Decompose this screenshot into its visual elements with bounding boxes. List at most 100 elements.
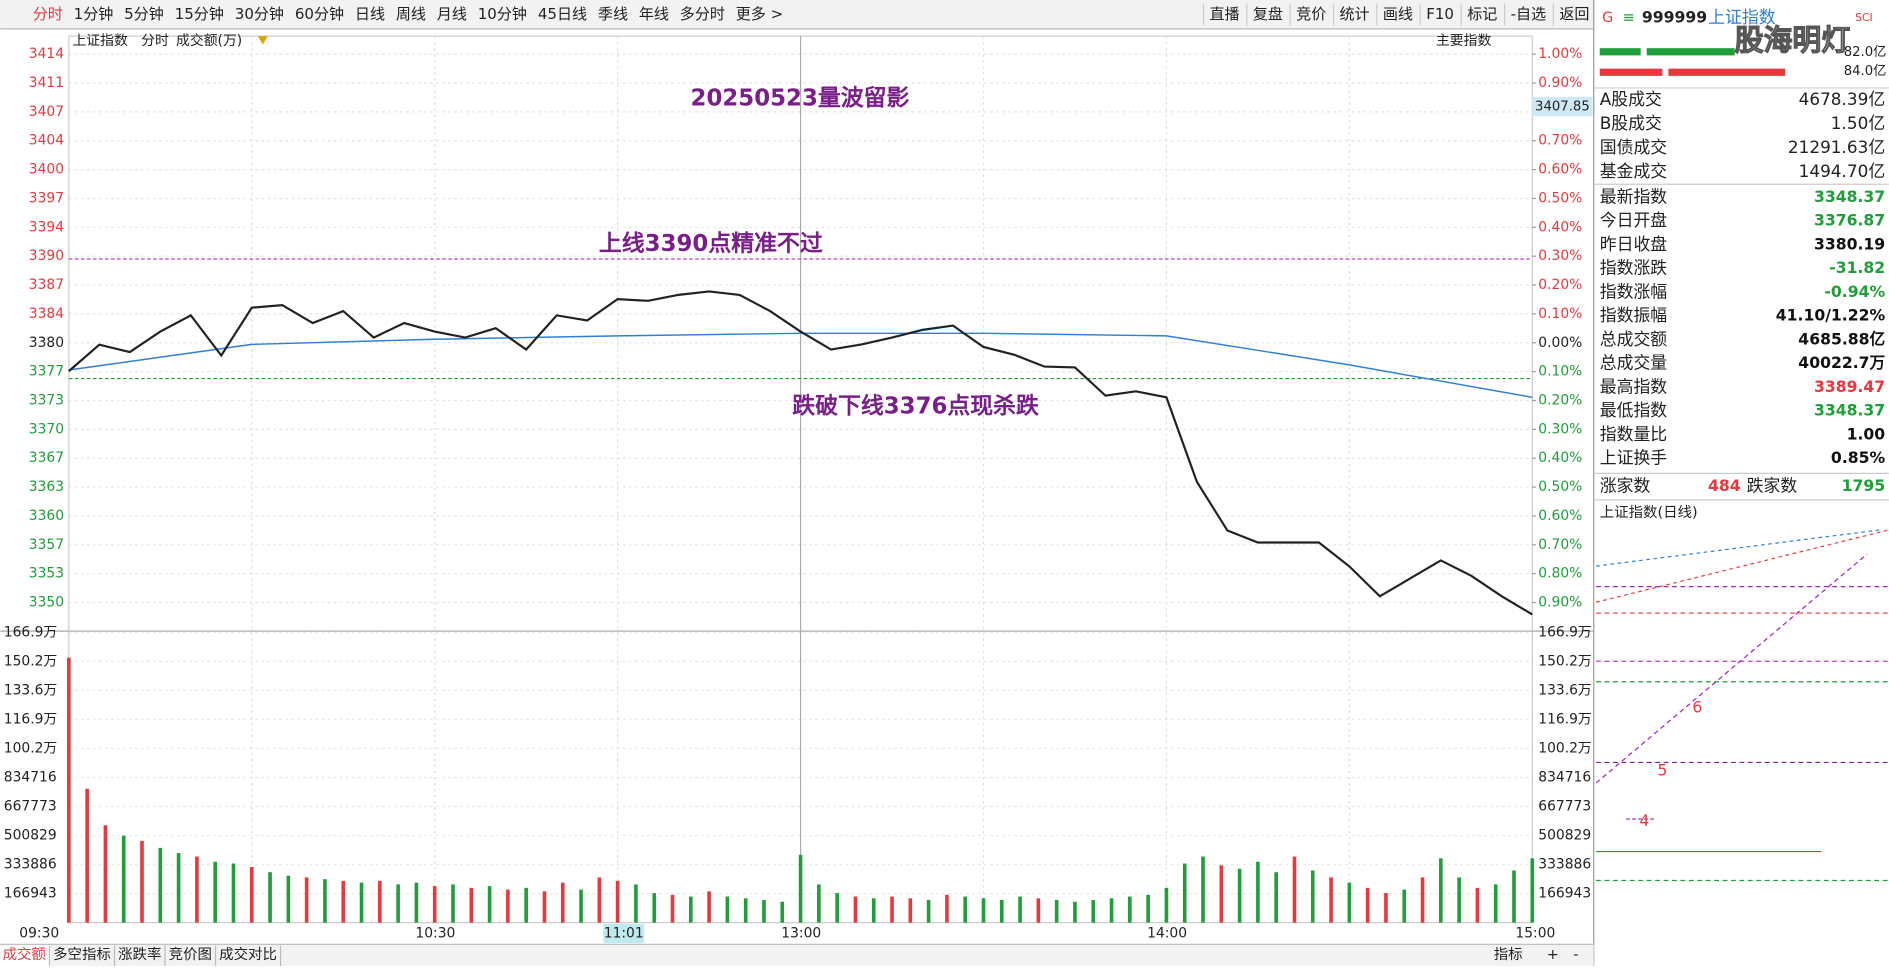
flow-value: 82.0亿: [1844, 44, 1887, 60]
volume-bar: [670, 894, 675, 923]
period-tab[interactable]: 15分钟: [175, 5, 224, 23]
bottom-tab[interactable]: 涨跌率: [118, 946, 161, 963]
daily-lines: [1595, 529, 1889, 882]
y2-tick-label: 0.60%: [1538, 508, 1582, 524]
y2-tick-label: 0.20%: [1538, 277, 1582, 293]
period-tab[interactable]: 多分时: [680, 5, 725, 23]
volume-bar: [524, 887, 528, 923]
volume-bar: [1329, 877, 1333, 923]
bottom-tab[interactable]: 竞价图: [169, 945, 212, 963]
stat-value: 21291.63亿: [1788, 137, 1885, 157]
tool-button[interactable]: -自选: [1511, 5, 1547, 23]
y-tick-label: 3394: [29, 219, 64, 235]
volume-bar: [121, 835, 126, 923]
cursor-time: 11:01: [604, 925, 644, 941]
y2-tick-label: 0.30%: [1538, 248, 1582, 264]
y-tick-label: 3397: [29, 190, 64, 206]
tab-active: [0, 945, 51, 966]
volume-bar: [158, 847, 163, 923]
period-tab[interactable]: 周线: [396, 5, 426, 23]
period-tab[interactable]: 30分钟: [235, 5, 284, 23]
period-tab[interactable]: 分时: [33, 5, 63, 23]
volume-bar: [1475, 887, 1480, 923]
x-tick-label: 10:30: [415, 925, 455, 941]
stat-value: 3389.47: [1814, 377, 1885, 396]
y2-tick-label: 0.00%: [1538, 335, 1582, 351]
y2-tick-label: 0.40%: [1538, 219, 1582, 235]
volume-bar: [707, 891, 711, 923]
bottom-tab[interactable]: 多空指标: [53, 946, 111, 963]
volume-bar: [560, 882, 565, 923]
period-tab[interactable]: 年线: [639, 5, 669, 23]
volume-tick-label: 166.9万: [1538, 624, 1591, 640]
volume-bar: [1274, 872, 1278, 923]
volume-bar: [396, 884, 400, 923]
volume-bar: [542, 891, 547, 923]
tool-button[interactable]: F10: [1426, 5, 1454, 23]
y-tick-label: 3414: [29, 46, 64, 62]
bottom-bar-bg: [0, 944, 1594, 966]
volume-bar: [1402, 889, 1407, 923]
volume-tick-label: 667773: [4, 799, 57, 815]
y-tick-label: 3404: [29, 133, 64, 149]
tool-button[interactable]: 统计: [1340, 5, 1370, 23]
stat-label: 指数振幅: [1600, 305, 1668, 325]
volume-tick-label: 166943: [1538, 886, 1591, 902]
volume-bar: [359, 882, 364, 923]
volume-tick-label: 834716: [1538, 769, 1591, 785]
period-tab[interactable]: 10分钟: [478, 5, 527, 23]
volume-tick-label: 100.2万: [1538, 740, 1591, 756]
period-tab[interactable]: 月线: [437, 5, 467, 23]
tool-button[interactable]: 画线: [1383, 5, 1413, 23]
volume-bar: [231, 863, 236, 923]
y-tick-label: 3377: [29, 364, 64, 380]
bottom-tab[interactable]: 成交对比: [219, 945, 277, 963]
index-name: 上证指数: [1708, 7, 1776, 27]
period-tab[interactable]: 5分钟: [124, 5, 164, 23]
bottom-tab[interactable]: 成交额: [3, 945, 47, 963]
bottom-tool[interactable]: 指标: [1494, 946, 1523, 963]
toolbar-bg: [0, 0, 1594, 29]
period-tab[interactable]: 更多 >: [736, 5, 783, 23]
y2-tick-label: 0.70%: [1538, 537, 1582, 553]
stat-value: 3376.87: [1814, 211, 1885, 230]
period-tab[interactable]: 1分钟: [74, 5, 114, 23]
stat-label: A股成交: [1600, 89, 1662, 109]
volume-tick-label: 166.9万: [4, 624, 57, 640]
y2-tick-label: 0.50%: [1538, 479, 1582, 495]
y2-tick-label: 0.60%: [1538, 162, 1582, 178]
stat-value: 1.50亿: [1831, 113, 1885, 133]
bottom-tool[interactable]: +: [1547, 947, 1559, 963]
tool-button[interactable]: 直播: [1209, 5, 1239, 23]
flow-bar: [1668, 68, 1786, 76]
stat-label: 最低指数: [1600, 400, 1668, 420]
volume-bar: [780, 901, 785, 923]
y-tick-label: 3353: [29, 566, 64, 582]
stat-label: 指数涨幅: [1600, 281, 1668, 301]
y2-tick-label: 0.90%: [1538, 595, 1582, 611]
tool-button[interactable]: 返回: [1559, 5, 1589, 23]
stat-value: -0.94%: [1824, 282, 1885, 301]
daily-title: 上证指数(日线): [1600, 504, 1698, 521]
volume-bar: [103, 825, 108, 923]
volume-bar: [487, 886, 492, 923]
volume-bar: [817, 884, 821, 923]
volume-bar: [1164, 887, 1169, 923]
period-tab[interactable]: 日线: [355, 5, 385, 23]
flag: G: [1602, 10, 1613, 26]
period-tab[interactable]: 季线: [598, 5, 628, 23]
volume-tick-label: 166943: [4, 886, 57, 902]
period-tab[interactable]: 45日线: [538, 5, 587, 23]
volume-tick-label: 333886: [1538, 857, 1591, 873]
tool-button[interactable]: 标记: [1467, 5, 1497, 23]
stat-label: 国债成交: [1600, 137, 1668, 157]
bottom-tool[interactable]: -: [1573, 947, 1578, 963]
volume-bar: [798, 854, 803, 923]
tool-button[interactable]: 复盘: [1253, 5, 1283, 23]
period-tab[interactable]: 60分钟: [295, 5, 344, 23]
stat-label: 昨日收盘: [1600, 234, 1668, 254]
y2-tick-label: 0.30%: [1538, 421, 1582, 437]
tool-button[interactable]: 竞价: [1296, 5, 1326, 23]
volume-bar: [1493, 884, 1498, 923]
